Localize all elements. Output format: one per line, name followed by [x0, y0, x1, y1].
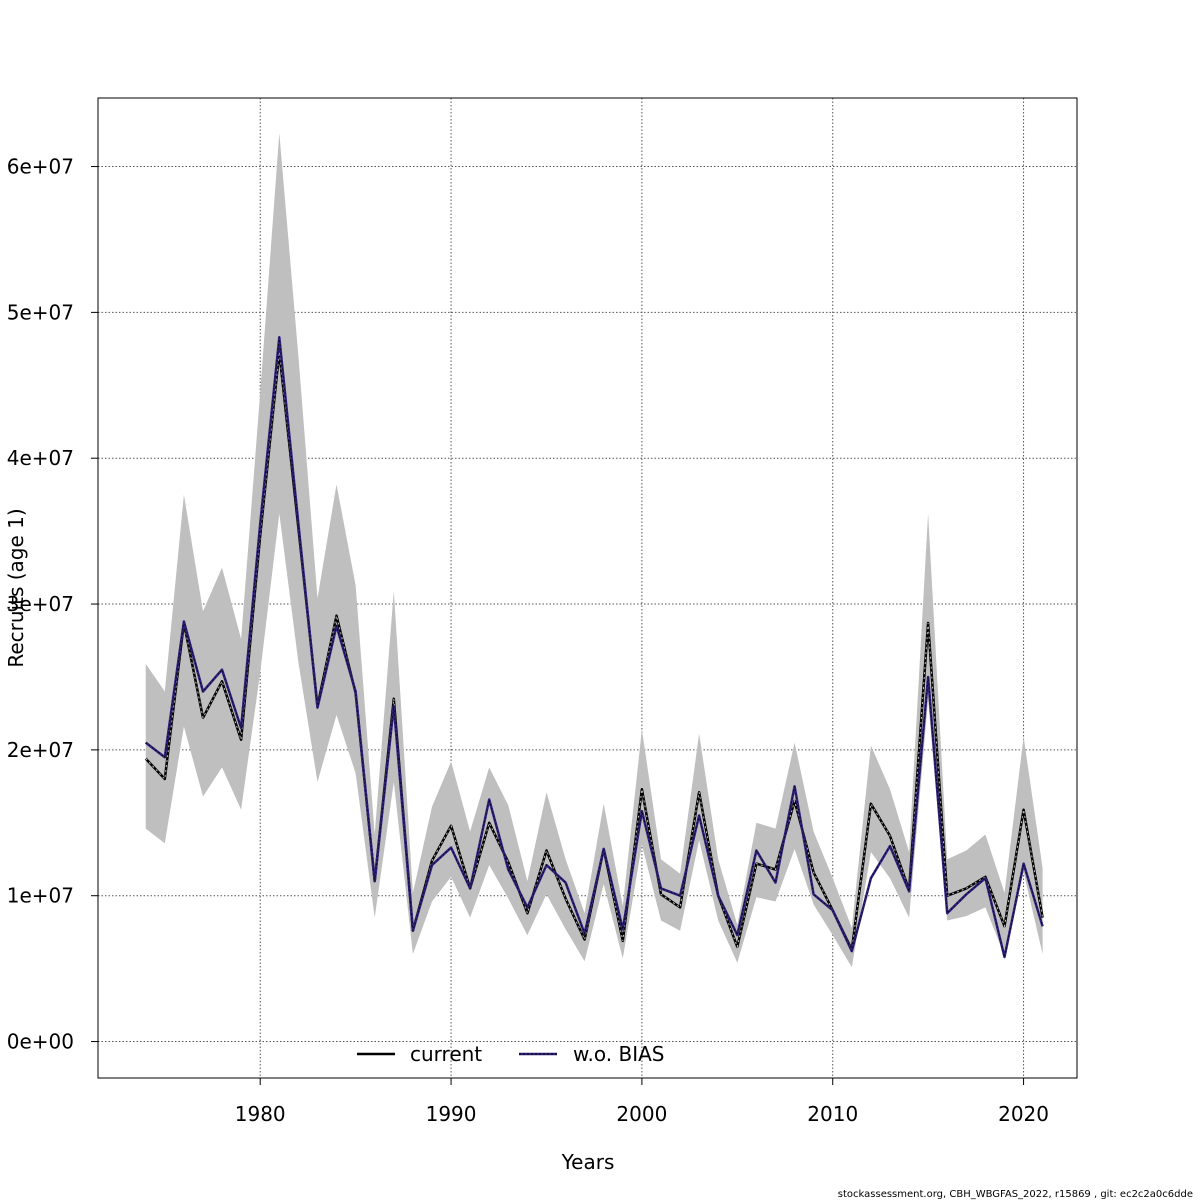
x-tick-label: 2010	[807, 1102, 858, 1126]
plot-frame	[97, 97, 1078, 1079]
legend: current w.o. BIAS	[357, 1042, 664, 1066]
y-tick-label: 5e+07	[7, 300, 74, 324]
y-tick-label: 1e+07	[7, 884, 74, 908]
legend-label-current: current	[410, 1042, 482, 1066]
x-tick-label: 2000	[616, 1102, 667, 1126]
y-axis: 0e+00 1e+07 2e+07 3e+07 4e+07 5e+07 6e+07	[7, 155, 98, 1054]
y-tick-label: 6e+07	[7, 155, 74, 179]
y-tick-label: 4e+07	[7, 446, 74, 470]
y-tick-label: 0e+00	[7, 1030, 74, 1054]
x-tick-label: 1980	[235, 1102, 286, 1126]
footer-credit: stockassessment.org, CBH_WBGFAS_2022, r1…	[838, 1189, 1193, 1200]
x-axis: 1980 1990 2000 2010 2020	[235, 1078, 1049, 1126]
x-axis-title: Years	[561, 1150, 615, 1174]
series-lines	[144, 335, 1044, 959]
x-tick-label: 2020	[998, 1102, 1049, 1126]
x-tick-label: 1990	[426, 1102, 477, 1126]
legend-label-wo-bias: w.o. BIAS	[573, 1042, 664, 1066]
confidence-band	[145, 133, 1043, 968]
y-tick-label: 2e+07	[7, 738, 74, 762]
y-tick-label: 3e+07	[7, 592, 74, 616]
series-line-wo-bias-dash	[145, 337, 1043, 958]
confidence-band-area	[145, 133, 1043, 968]
y-axis-title: Recruits (age 1)	[4, 508, 28, 667]
